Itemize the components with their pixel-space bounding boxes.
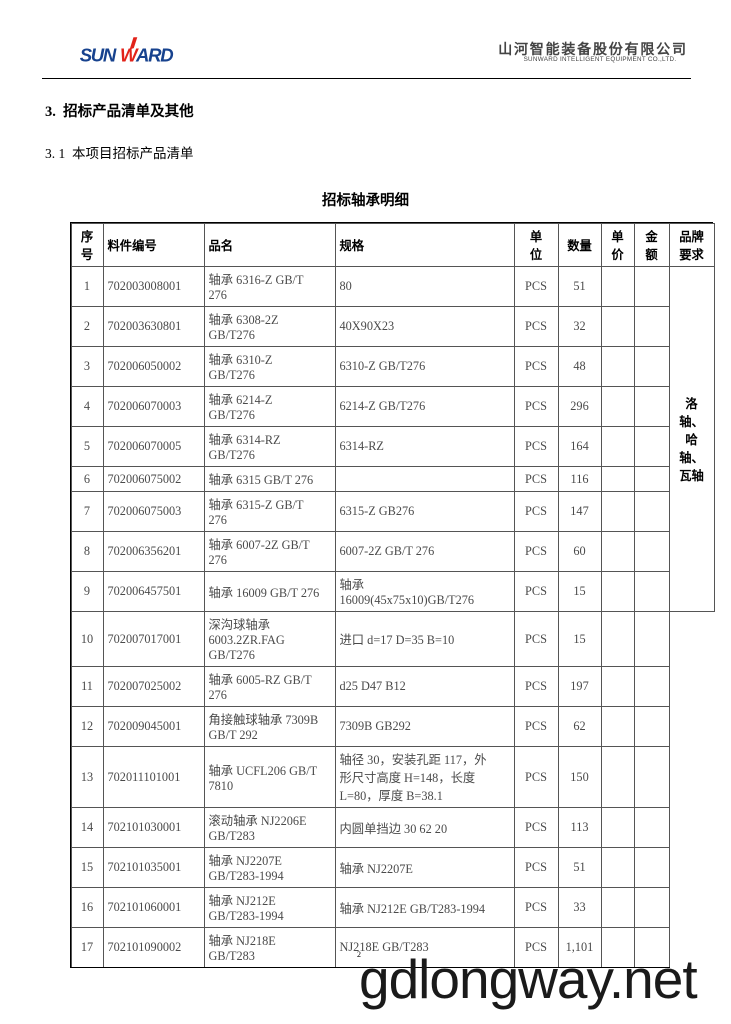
svg-text:SUN: SUN xyxy=(80,45,117,66)
svg-text:ARD: ARD xyxy=(135,45,173,66)
